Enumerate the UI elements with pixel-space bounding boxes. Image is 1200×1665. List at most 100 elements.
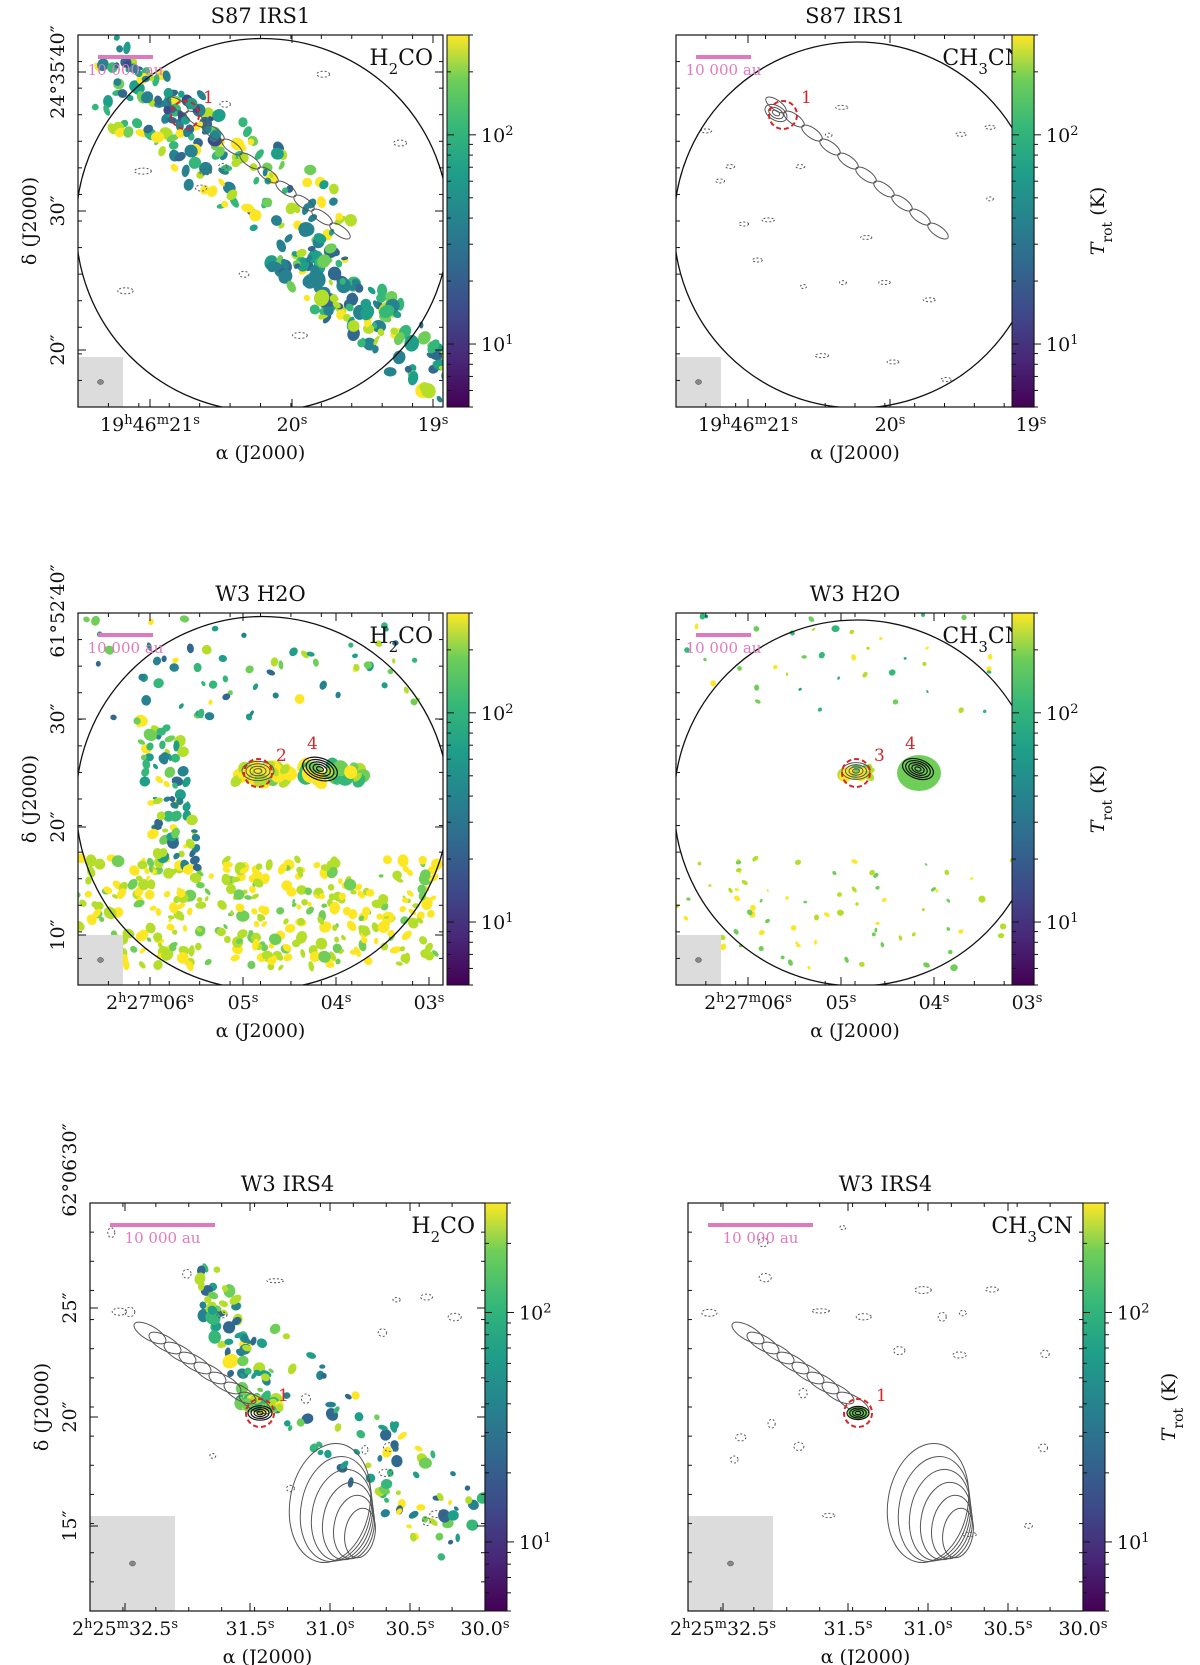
- emission-blob: [245, 665, 254, 674]
- emission-blob: [222, 1353, 239, 1369]
- emission-blob: [318, 893, 326, 900]
- y-tick-label: 30″: [47, 195, 69, 226]
- beam-ellipse: [129, 1560, 136, 1567]
- emission-blob: [316, 1441, 323, 1448]
- emission-blob: [66, 904, 77, 915]
- contour-line: [942, 1507, 974, 1559]
- colorbar-tick-label: 102: [1046, 123, 1078, 147]
- emission-blob: [334, 215, 346, 226]
- contour-line: [208, 1371, 242, 1395]
- emission-blob: [346, 920, 357, 932]
- x-tick-label: 31.5s: [226, 1617, 275, 1641]
- emission-blob: [798, 687, 802, 691]
- emission-blob: [345, 303, 354, 312]
- emission-blob: [270, 147, 284, 160]
- x-tick-label: 04s: [321, 991, 352, 1015]
- x-tick-label: 19h46m21s: [100, 413, 200, 437]
- emission-blob: [142, 759, 151, 770]
- emission-blob: [69, 641, 74, 647]
- contour-line: [795, 164, 806, 170]
- emission-blob: [216, 927, 226, 937]
- emission-blob: [267, 261, 278, 273]
- emission-blob: [306, 906, 314, 915]
- emission-blob: [382, 1446, 392, 1458]
- emission-blob: [186, 643, 194, 654]
- emission-blob: [785, 672, 789, 676]
- emission-blob: [408, 1510, 419, 1519]
- contour-line: [250, 1406, 270, 1419]
- emission-blob: [376, 913, 383, 920]
- emission-blob: [163, 780, 170, 788]
- emission-blob: [390, 327, 398, 335]
- emission-blob: [357, 890, 366, 899]
- emission-blob: [377, 921, 390, 933]
- contour-line: [275, 180, 297, 198]
- emission-blob: [147, 828, 159, 840]
- emission-blob: [780, 955, 785, 960]
- emission-blob: [344, 765, 358, 779]
- emission-blob: [332, 301, 341, 309]
- emission-blob: [145, 922, 156, 934]
- contour-line: [182, 1268, 192, 1279]
- emission-blob: [156, 811, 166, 821]
- emission-blob: [307, 246, 316, 252]
- emission-blob: [140, 754, 147, 761]
- contour-line: [245, 763, 271, 779]
- emission-blob: [171, 827, 180, 839]
- panel-title: W3 IRS4: [241, 1172, 334, 1196]
- contour-line: [914, 1286, 932, 1294]
- emission-blob: [293, 263, 301, 269]
- emission-blob: [221, 873, 231, 886]
- emission-blob: [341, 256, 349, 261]
- emission-blob: [453, 1506, 459, 1511]
- x-tick-label: 03s: [414, 991, 445, 1015]
- emission-blob: [251, 908, 258, 915]
- contour-line: [1023, 1522, 1033, 1529]
- emission-blob: [309, 304, 320, 315]
- contour-line: [429, 1510, 445, 1519]
- emission-blob: [842, 766, 855, 776]
- emission-blob: [814, 914, 819, 921]
- contour-line: [824, 132, 833, 138]
- emission-blob: [961, 614, 967, 621]
- contour-line: [751, 257, 763, 263]
- emission-blob: [265, 859, 273, 871]
- emission-blob: [314, 894, 319, 899]
- emission-blob: [332, 943, 342, 954]
- emission-blob: [163, 796, 171, 802]
- emission-blob: [234, 1332, 243, 1339]
- emission-blob: [214, 146, 225, 158]
- emission-blob: [217, 1342, 224, 1349]
- colorbar: [1011, 612, 1035, 986]
- emission-blob: [279, 764, 290, 775]
- contour-line: [730, 1455, 739, 1464]
- source-marker: [843, 1398, 873, 1428]
- contour-line: [908, 1468, 972, 1562]
- emission-blob: [153, 932, 163, 942]
- contour-line: [937, 1311, 947, 1322]
- emission-blob: [350, 284, 357, 291]
- emission-blob: [282, 1333, 291, 1340]
- emission-blob: [131, 118, 143, 129]
- emission-blob: [399, 906, 407, 913]
- emission-blob: [267, 1398, 277, 1408]
- emission-blob: [188, 156, 202, 169]
- emission-blob: [866, 646, 870, 650]
- emission-blob: [176, 888, 186, 898]
- contour-line: [266, 1278, 284, 1284]
- emission-blob: [238, 767, 253, 779]
- emission-blob: [260, 763, 272, 775]
- primary-beam-circle: [676, 619, 1034, 985]
- emission-blob: [930, 887, 936, 892]
- emission-blob: [133, 65, 140, 74]
- emission-blob: [181, 164, 190, 178]
- emission-blob: [169, 902, 179, 914]
- emission-blob: [758, 946, 764, 952]
- emission-blob: [353, 946, 362, 958]
- contour-line: [310, 1468, 374, 1562]
- contour-line: [845, 764, 867, 778]
- emission-blob: [223, 935, 231, 944]
- emission-blob: [392, 640, 399, 646]
- emission-blob: [335, 691, 341, 699]
- emission-blob: [338, 892, 346, 900]
